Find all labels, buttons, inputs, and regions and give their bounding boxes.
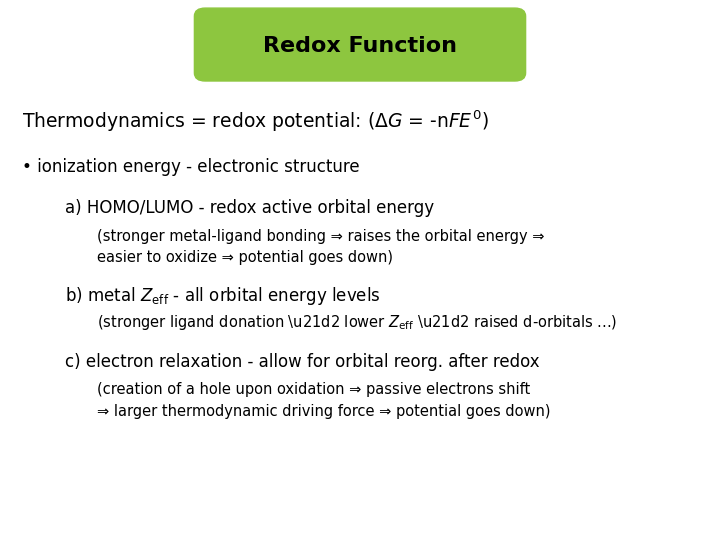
Text: (stronger metal-ligand bonding ⇒ raises the orbital energy ⇒: (stronger metal-ligand bonding ⇒ raises … [97, 229, 545, 244]
Text: easier to oxidize ⇒ potential goes down): easier to oxidize ⇒ potential goes down) [97, 250, 393, 265]
Text: (creation of a hole upon oxidation ⇒ passive electrons shift: (creation of a hole upon oxidation ⇒ pas… [97, 382, 531, 397]
Text: (stronger ligand donation \u21d2 lower $Z_{\rm eff}$ \u21d2 raised d-orbitals ..: (stronger ligand donation \u21d2 lower $… [97, 313, 617, 332]
FancyBboxPatch shape [194, 8, 526, 81]
Text: ⇒ larger thermodynamic driving force ⇒ potential goes down): ⇒ larger thermodynamic driving force ⇒ p… [97, 404, 551, 419]
Text: Thermodynamics = redox potential: ($\Delta G$ = -n$FE^0$): Thermodynamics = redox potential: ($\Del… [22, 109, 488, 134]
Text: • ionization energy - electronic structure: • ionization energy - electronic structu… [22, 158, 359, 177]
Text: c) electron relaxation - allow for orbital reorg. after redox: c) electron relaxation - allow for orbit… [65, 353, 539, 371]
Text: a) HOMO/LUMO - redox active orbital energy: a) HOMO/LUMO - redox active orbital ener… [65, 199, 434, 217]
Text: b) metal $Z_{\rm eff}$ - all orbital energy levels: b) metal $Z_{\rm eff}$ - all orbital ene… [65, 285, 380, 307]
Text: Redox Function: Redox Function [263, 36, 457, 56]
